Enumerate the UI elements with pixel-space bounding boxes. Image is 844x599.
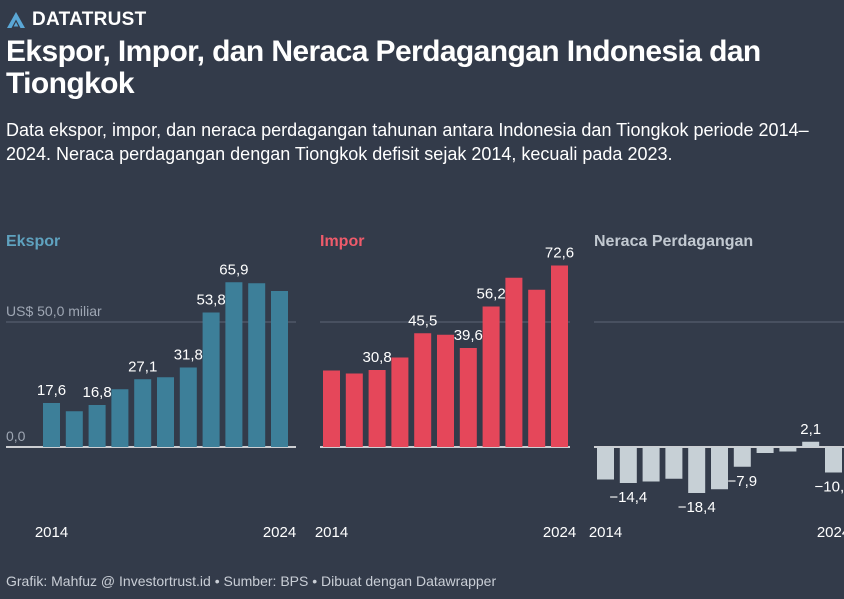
- impor-tick-label-first: 2014: [315, 524, 348, 541]
- neraca-perdagangan-tick-label-last: 2024: [817, 524, 844, 541]
- impor-bar-2018: [414, 333, 432, 447]
- ekspor-gridline-label: 0,0: [6, 428, 26, 444]
- neraca-perdagangan-bar-2022: [779, 447, 797, 452]
- ekspor-bar-2015: [65, 411, 83, 447]
- ekspor-bar-2022: [225, 282, 243, 447]
- neraca-perdagangan-tick-label-first: 2014: [589, 524, 622, 541]
- impor-bar-2014: [323, 370, 340, 447]
- impor-bar-2024: [551, 265, 568, 447]
- ekspor-data-label-2022: 65,9: [219, 261, 248, 278]
- neraca-perdagangan-bar-2014: [597, 447, 614, 480]
- ekspor-bar-2016: [88, 405, 106, 447]
- impor-bar-2021: [482, 306, 500, 447]
- impor-bar-2017: [391, 357, 409, 447]
- impor-data-label-2024: 72,6: [545, 245, 574, 262]
- page-description: Data ekspor, impor, dan neraca perdagang…: [6, 120, 809, 164]
- footer-credits: Grafik: Mahfuz @ Investortrust.id • Sumb…: [6, 573, 497, 589]
- impor-bar-2019: [437, 334, 454, 447]
- ekspor-tick-label-first: 2014: [35, 524, 68, 541]
- ekspor-bar-2017: [111, 389, 129, 447]
- ekspor-panel-title: Ekspor: [6, 233, 60, 250]
- ekspor-bar-2023: [248, 283, 266, 447]
- neraca-perdagangan-bar-2020: [733, 447, 751, 467]
- ekspor-data-label-2021: 53,8: [196, 292, 225, 309]
- impor-data-label-2018: 45,5: [408, 312, 437, 329]
- brand-name: DATATRUST: [32, 9, 147, 30]
- neraca-perdagangan-data-label-2015: −14,4: [609, 489, 647, 506]
- ekspor-bar-2021: [202, 312, 220, 447]
- impor-bar-2023: [528, 289, 546, 447]
- impor-panel-title: Impor: [320, 233, 364, 250]
- ekspor-data-label-2020: 31,8: [174, 347, 203, 364]
- page-title: Ekspor, Impor, dan Neraca Perdagangan In…: [6, 35, 761, 100]
- impor-tick-label-last: 2024: [543, 524, 576, 541]
- ekspor-data-label-2014: 17,6: [37, 382, 66, 399]
- impor-bar-2022: [505, 277, 523, 447]
- ekspor-bar-2024: [271, 291, 288, 447]
- neraca-perdagangan-data-label-2023: 2,1: [800, 421, 821, 438]
- neraca-perdagangan-bar-2015: [619, 447, 637, 483]
- ekspor-bar-2020: [179, 367, 197, 447]
- ekspor-bar-2014: [43, 403, 60, 447]
- neraca-perdagangan-data-label-2024: −10,2: [815, 479, 844, 496]
- neraca-perdagangan-panel-title: Neraca Perdagangan: [594, 233, 753, 250]
- ekspor-gridline-label: US$ 50,0 miliar: [6, 303, 102, 319]
- neraca-perdagangan-bar-2016: [642, 447, 660, 482]
- neraca-perdagangan-data-label-2020: −7,9: [727, 473, 757, 490]
- impor-data-label-2021: 56,2: [476, 286, 505, 303]
- neraca-perdagangan-bar-2021: [756, 447, 774, 453]
- neraca-perdagangan-bar-2018: [688, 447, 706, 493]
- impor-bar-2015: [345, 373, 363, 447]
- neraca-perdagangan-data-label-2018: −18,4: [678, 499, 716, 516]
- charts-container: Ekspor US$ 50,0 miliar 0,0 17,6 16,8 27,1 31,8…: [6, 233, 844, 541]
- impor-bar-2016: [368, 370, 386, 447]
- impor-data-label-2016: 30,8: [362, 349, 391, 366]
- brand: DATATRUST: [6, 9, 147, 31]
- neraca-perdagangan-bar-2019: [711, 447, 728, 490]
- impor-data-label-2020: 39,6: [454, 327, 483, 344]
- neraca-perdagangan-bar-2017: [665, 447, 683, 479]
- ekspor-bar-2019: [157, 377, 174, 447]
- ekspor-bar-2018: [134, 379, 152, 447]
- impor-bar-2020: [459, 348, 477, 447]
- neraca-perdagangan-bar-2024: [825, 447, 842, 473]
- ekspor-data-label-2016: 16,8: [82, 384, 111, 401]
- ekspor-tick-label-last: 2024: [263, 524, 296, 541]
- ekspor-data-label-2018: 27,1: [128, 358, 157, 375]
- a-triangle-logo-icon: [7, 12, 25, 28]
- neraca-perdagangan-bar-2023: [802, 441, 820, 447]
